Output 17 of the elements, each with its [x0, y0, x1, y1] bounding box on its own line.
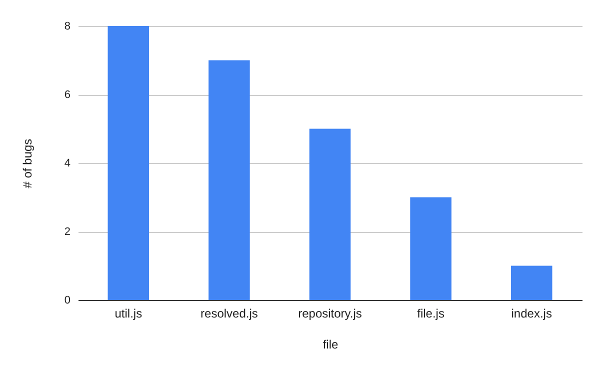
x-tick-label: util.js — [114, 306, 142, 320]
x-tick-label: repository.js — [298, 306, 362, 320]
bar — [208, 60, 250, 300]
x-tick-label: resolved.js — [200, 306, 258, 320]
y-tick-label: 8 — [64, 20, 70, 32]
bar — [309, 128, 351, 300]
bar — [410, 197, 452, 300]
x-tick-label: index.js — [511, 306, 552, 320]
bar — [108, 26, 150, 300]
x-axis-title: file — [322, 338, 338, 352]
y-tick-label: 0 — [64, 294, 70, 306]
y-tick-label: 6 — [64, 89, 70, 101]
y-tick-label: 2 — [64, 226, 70, 238]
bar — [510, 266, 552, 300]
x-tick-label: file.js — [417, 306, 444, 320]
y-axis-title: # of bugs — [20, 138, 34, 188]
y-tick-label: 4 — [64, 158, 70, 170]
